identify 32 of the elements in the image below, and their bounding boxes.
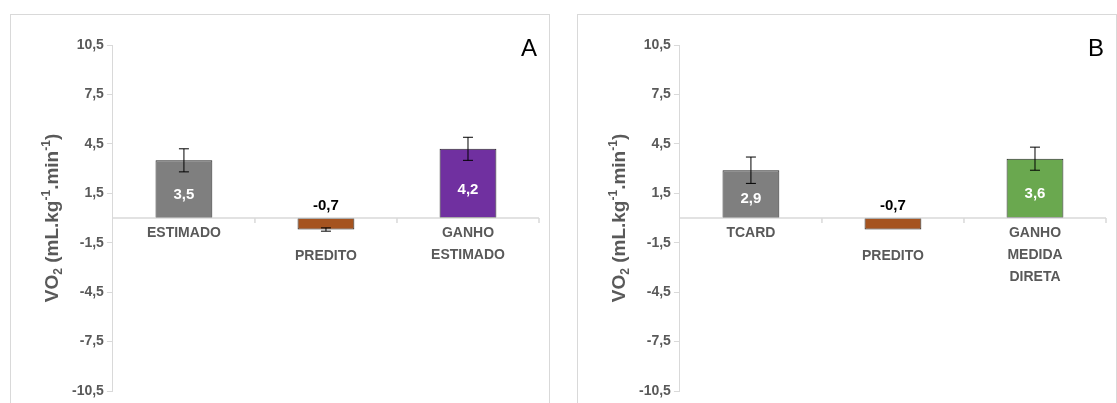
y-tick-label: -7,5 [646,332,672,349]
y-tick-label: -4,5 [79,283,105,299]
y-tick-label: -10,5 [638,381,672,398]
y-tick-label: -1,5 [79,233,105,250]
data-label: 4,2 [457,180,479,198]
y-axis-title: VO2 (mL.kg-1.min-1) [39,133,65,303]
y-tick-label: -4,5 [646,283,672,299]
y-tick-label: 4,5 [84,134,105,151]
data-label: 2,9 [740,189,762,207]
y-tick-label: 7,5 [84,85,105,102]
data-label: -0,7 [880,196,906,214]
x-tick-label: ESTIMADO [146,223,221,240]
y-tick-label: 10,5 [76,35,105,52]
data-label: 3,5 [173,185,195,203]
annotation: B [1087,33,1104,61]
y-tick-label: 4,5 [651,134,672,151]
y-tick-label: 1,5 [84,184,105,201]
x-tick-label: GANHO MEDIDA DIRETA [1007,223,1063,284]
x-tick-label: TCARD [726,223,776,240]
y-tick-label: 10,5 [643,35,672,52]
annotation: A [520,33,537,61]
y-tick-label: -10,5 [71,381,105,398]
data-label: 3,6 [1024,184,1046,202]
y-tick-label: 7,5 [651,85,672,102]
data-label: -0,7 [313,196,339,214]
x-tick-label: PREDITO [861,247,925,264]
y-tick-label: -1,5 [646,233,672,250]
y-tick-label: -7,5 [79,332,105,349]
x-tick-label: GANHO ESTIMADO [431,223,506,262]
x-tick-label: PREDITO [294,247,358,264]
y-axis-title: VO2 (mL.kg-1.min-1) [606,133,632,303]
y-tick-label: 1,5 [651,184,672,201]
